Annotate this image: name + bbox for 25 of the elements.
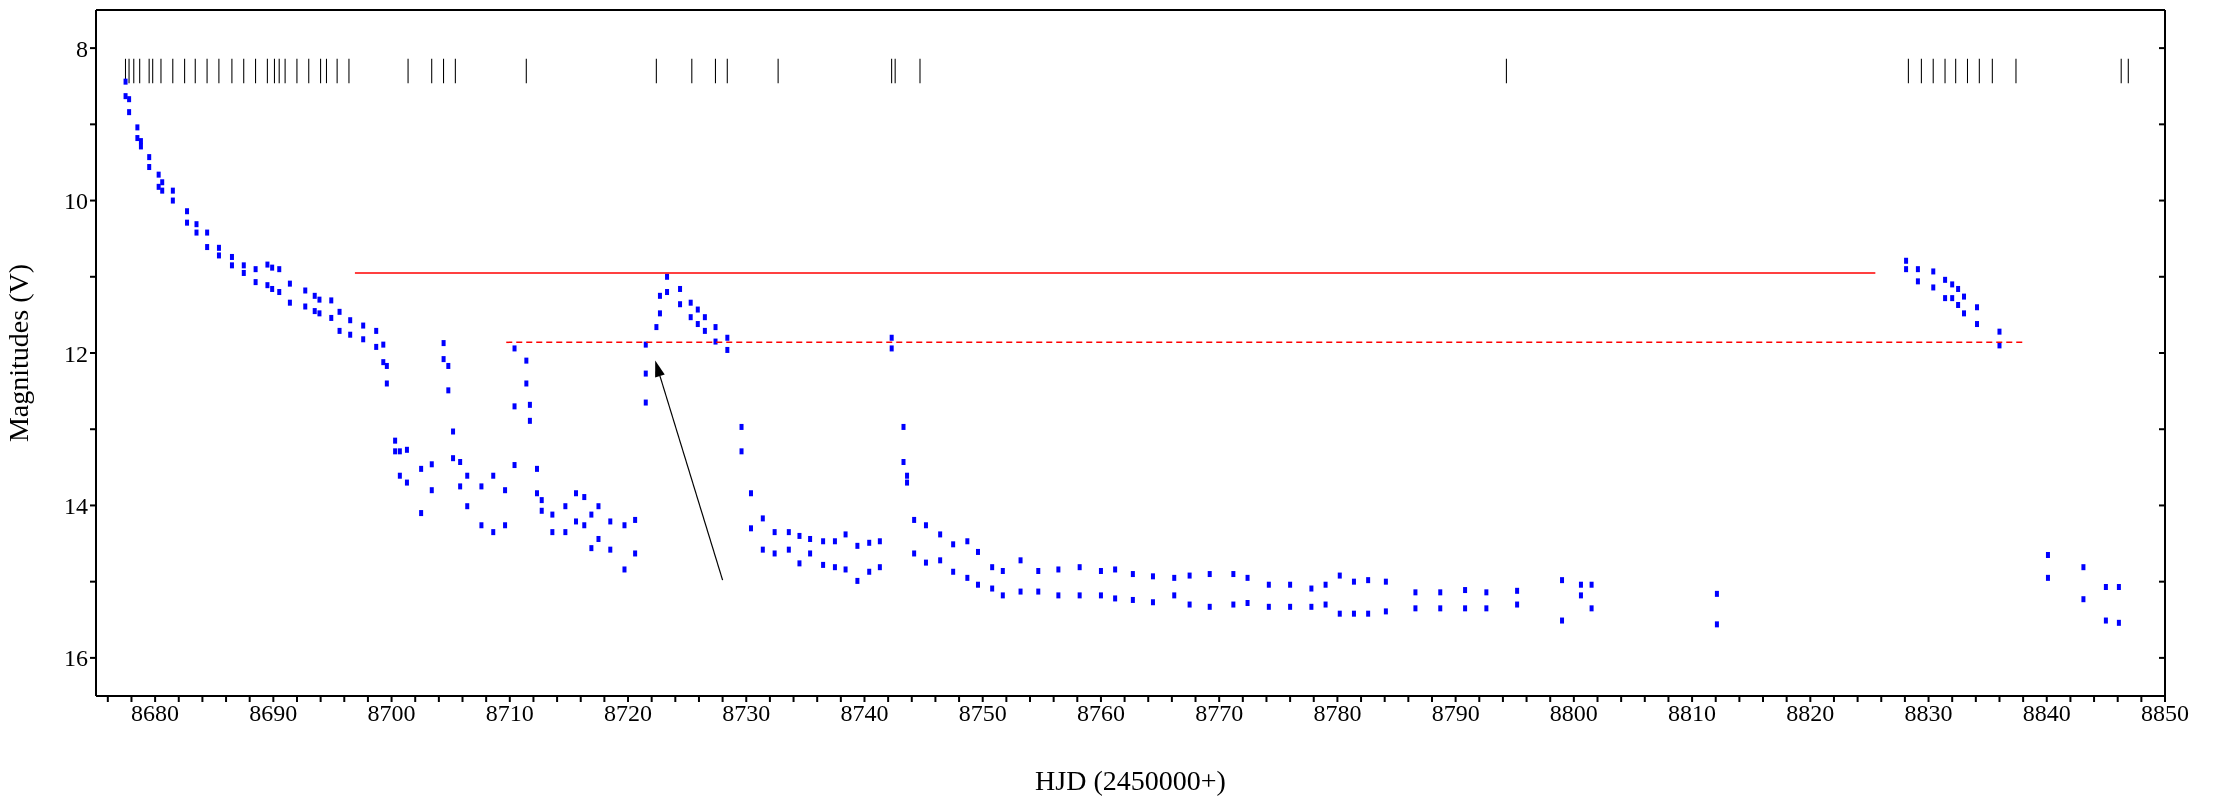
- x-tick-label: 8820: [1786, 700, 1835, 727]
- x-tick-label: 8720: [604, 700, 653, 727]
- x-tick-label: 8750: [958, 700, 1007, 727]
- x-tick-label: 8760: [1076, 700, 1125, 727]
- x-tick-label: 8830: [1904, 700, 1953, 727]
- x-tick-label: 8710: [485, 700, 534, 727]
- x-tick-label: 8850: [2141, 700, 2189, 727]
- x-tick-label: 8680: [131, 700, 180, 727]
- y-axis-title: Magnitudes (V): [2, 263, 34, 443]
- x-tick-label: 8730: [722, 700, 771, 727]
- x-tick-label: 8740: [840, 700, 889, 727]
- y-tick-label: 10: [64, 188, 88, 215]
- x-tick-label: 8790: [1431, 700, 1480, 727]
- x-tick-label: 8700: [367, 700, 416, 727]
- x-tick-label: 8800: [1549, 700, 1598, 727]
- y-tick-label: 14: [64, 492, 88, 519]
- x-tick-label: 8780: [1313, 700, 1362, 727]
- x-tick-label: 8770: [1195, 700, 1244, 727]
- x-tick-label: 8690: [249, 700, 298, 727]
- x-tick-label: 8810: [1668, 700, 1717, 727]
- x-tick-label: 8840: [2022, 700, 2071, 727]
- y-tick-label: 16: [64, 645, 88, 672]
- y-tick-label: 8: [76, 35, 88, 62]
- x-axis-title: HJD (2450000+): [1035, 765, 1226, 796]
- y-tick-label: 12: [64, 340, 88, 367]
